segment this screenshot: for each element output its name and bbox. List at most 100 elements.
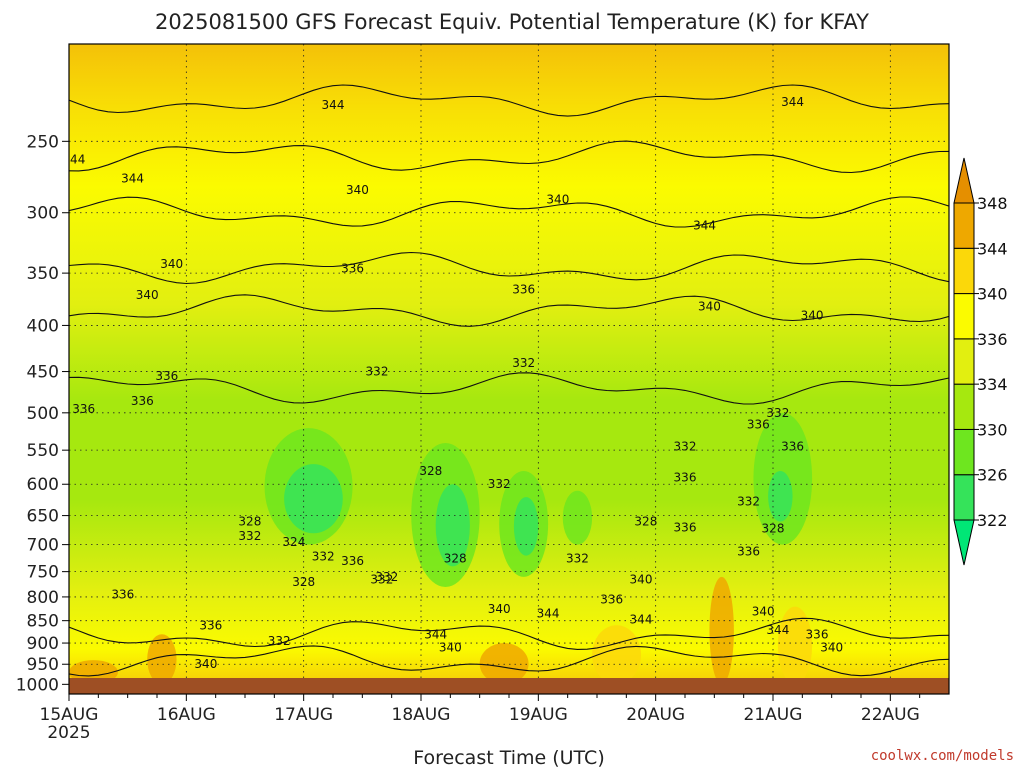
colorbar-label: 336 (977, 330, 1008, 349)
shade-blob (147, 634, 177, 685)
colorbar-top-arrow (953, 157, 975, 204)
plot-background (69, 44, 949, 694)
contour-label: 336 (737, 544, 760, 558)
contour-label: 336 (199, 618, 222, 632)
y-tick-label: 1000 (16, 675, 59, 695)
colorbar-segment (953, 293, 975, 340)
contour-line (69, 140, 949, 174)
colorbar-label: 334 (977, 375, 1008, 394)
colorbar-label: 322 (977, 511, 1008, 530)
shade-blob (777, 606, 813, 685)
contour-label: 336 (111, 587, 134, 601)
contour-line (69, 84, 949, 117)
shade-blob (435, 484, 470, 567)
contour-label: 344 (121, 172, 144, 186)
contour-label: 344 (322, 98, 345, 112)
x-tick-label: 22AUG (861, 705, 920, 725)
contour-line (69, 251, 949, 285)
contour-label: 344 (424, 627, 447, 641)
colorbar-segment (953, 383, 975, 430)
contour-label: 340 (752, 604, 775, 618)
contour-label: 332 (375, 570, 398, 584)
contour-label: 336 (674, 520, 697, 534)
colorbar-bottom-arrow (953, 519, 975, 566)
colorbar-segment (953, 202, 975, 249)
contour-line (69, 372, 949, 405)
x-tick-label: 19AUG (509, 705, 568, 725)
contour-label: 324 (282, 535, 305, 549)
contour-label: 332 (512, 356, 535, 370)
y-tick-label: 650 (27, 507, 59, 527)
chart-title: 2025081500 GFS Forecast Equiv. Potential… (155, 10, 869, 34)
contour-label: 336 (155, 369, 178, 383)
contour-label: 332 (268, 634, 291, 648)
x-tick-label: 21AUG (744, 705, 803, 725)
y-tick-label: 500 (27, 404, 59, 424)
contour-label: 340 (801, 309, 824, 323)
x-tick-label: 15AUG (40, 705, 99, 725)
x-axis: 15AUG 16AUG 17AUG 18AUG 19AUG 20AUG 21AUG 22AUG (40, 694, 921, 725)
shade-blob (768, 470, 793, 522)
contour-line (69, 645, 949, 677)
contour-lines (69, 84, 949, 677)
y-tick-label: 350 (27, 264, 59, 284)
colorbar-segment (953, 247, 975, 295)
contour-label: 332 (488, 477, 511, 491)
contour-label: 336 (512, 283, 535, 297)
contour-label: 344 (693, 219, 716, 233)
shade-blob (284, 464, 343, 534)
shade-blob (562, 490, 593, 545)
y-tick-label: 400 (27, 316, 59, 336)
contour-label: 332 (238, 529, 261, 543)
shade-blob (513, 497, 539, 556)
contour-label: 340 (346, 183, 369, 197)
colorbar-segment (953, 474, 975, 521)
y-tick-label: 300 (27, 204, 59, 224)
colorbar-label: 326 (977, 466, 1008, 485)
contour-label: 336 (674, 471, 697, 485)
contour-label: 340 (820, 640, 843, 654)
y-tick-label: 800 (27, 588, 59, 608)
shade-blob (479, 643, 529, 685)
y-tick-label: 550 (27, 441, 59, 461)
x-tick-label: 17AUG (274, 705, 333, 725)
contour-label: 332 (366, 365, 389, 379)
contour-label: 328 (238, 515, 261, 529)
contour-label: 344 (781, 95, 804, 109)
contour-label: 332 (312, 550, 335, 564)
contour-label: 328 (762, 522, 785, 536)
x-tick-label: 16AUG (157, 705, 216, 725)
y-tick-label: 600 (27, 475, 59, 495)
colorbar-label: 348 (977, 194, 1008, 213)
colorbar-label: 330 (977, 420, 1008, 439)
x-tick-year: 2025 (47, 723, 90, 743)
contour-label: 344 (62, 153, 85, 167)
contour-label: 344 (766, 623, 789, 637)
colorbar-segment (953, 428, 975, 476)
contour-label: 328 (444, 551, 467, 565)
shade-blob (709, 576, 734, 685)
contour-label: 340 (439, 640, 462, 654)
y-tick-label: 250 (27, 132, 59, 152)
colorbar-segment (953, 338, 975, 385)
colorbar-label: 340 (977, 285, 1008, 304)
colorbar-label: 344 (977, 239, 1008, 258)
y-tick-label: 750 (27, 563, 59, 583)
contour-line (69, 196, 949, 228)
contour-label: 336 (131, 394, 154, 408)
y-tick-label: 950 (27, 655, 59, 675)
contour-label: 340 (630, 572, 653, 586)
contour-label: 336 (341, 554, 364, 568)
contour-label: 332 (737, 494, 760, 508)
contour-label: 340 (698, 299, 721, 313)
colorbar: 322 326 330 334 336 340 344 348 (953, 157, 1008, 566)
contour-label: 336 (747, 417, 770, 431)
contour-label: 328 (419, 464, 442, 478)
x-tick-label: 18AUG (392, 705, 451, 725)
x-axis-label: Forecast Time (UTC) (413, 747, 604, 768)
contour-label: 332 (766, 406, 789, 420)
contour-label: 340 (136, 288, 159, 302)
